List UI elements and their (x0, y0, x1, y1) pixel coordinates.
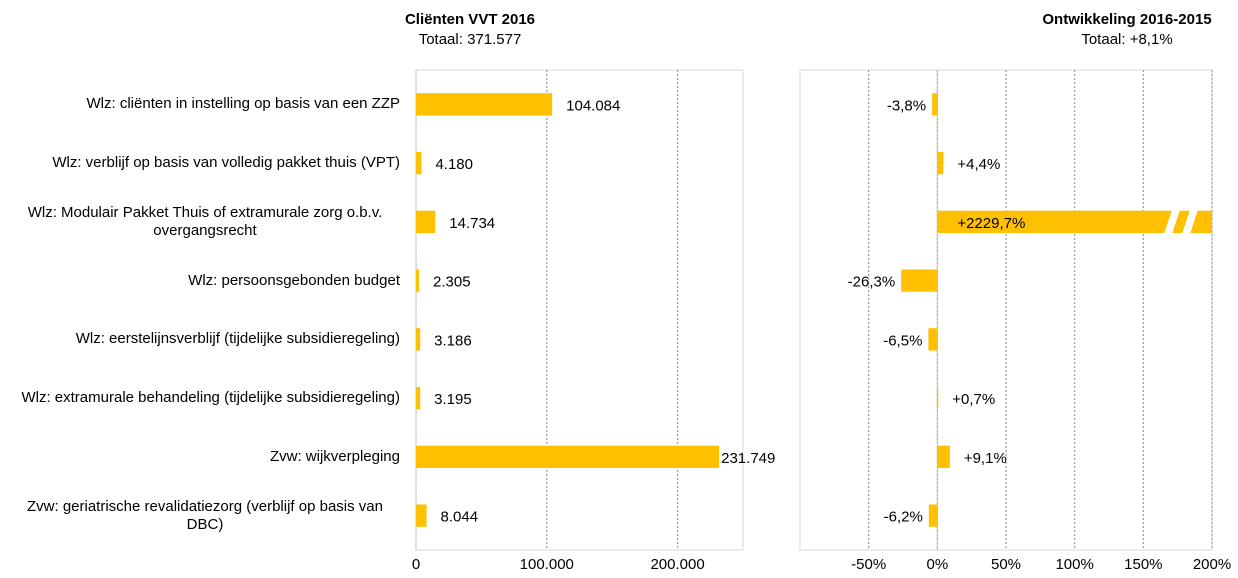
bar (932, 93, 938, 116)
bar (416, 269, 420, 292)
category-label: Wlz: extramurale behandeling (tijdelijke… (0, 389, 400, 407)
bar (416, 445, 720, 469)
bar (937, 151, 944, 175)
bar (416, 151, 422, 175)
bar (416, 210, 436, 234)
bar (928, 328, 938, 351)
value-label: -6,5% (883, 332, 922, 349)
x-tick-label: -50% (851, 556, 886, 573)
chart-subtitle: Totaal: +8,1% (1081, 31, 1172, 48)
x-tick-label: 200% (1193, 556, 1231, 573)
value-label: +9,1% (964, 450, 1007, 467)
category-label: Wlz: cliënten in instelling op basis van… (0, 95, 400, 113)
value-label: 2.305 (433, 274, 471, 291)
category-label: Wlz: eerstelijnsverblijf (tijdelijke sub… (0, 330, 400, 348)
bar (416, 504, 427, 527)
category-text: Wlz: extramurale behandeling (tijdelijke… (21, 389, 400, 407)
bar (928, 504, 938, 527)
value-label: +2229,7% (957, 215, 1025, 232)
axis-break (1164, 209, 1180, 235)
bar (901, 269, 938, 292)
chart-subtitle: Totaal: 371.577 (419, 31, 522, 48)
axis-break (1182, 209, 1198, 235)
value-label: -3,8% (887, 97, 926, 114)
x-tick-label: 0 (412, 556, 420, 573)
x-tick-label: 150% (1124, 556, 1162, 573)
bar (416, 328, 421, 351)
value-label: 3.195 (434, 391, 472, 408)
value-label: 231.749 (721, 450, 775, 467)
bar (937, 210, 1212, 234)
category-text: Zvw: wijkverpleging (269, 447, 400, 465)
category-label: Wlz: verblijf op basis van volledig pakk… (0, 154, 400, 172)
chart-title: Cliënten VVT 2016 (405, 11, 535, 28)
bar (416, 386, 421, 410)
category-label: Wlz: persoonsgebonden budget (0, 272, 400, 290)
category-text: Wlz: Modulair Pakket Thuis of extramural… (27, 203, 383, 239)
value-label: -6,2% (884, 509, 923, 526)
value-label: -26,3% (848, 274, 896, 291)
category-label: Zvw: wijkverpleging (0, 448, 400, 466)
value-label: 4.180 (435, 156, 473, 173)
category-text: Wlz: eerstelijnsverblijf (tijdelijke sub… (75, 330, 400, 348)
value-label: 3.186 (434, 332, 472, 349)
value-label: 104.084 (566, 97, 620, 114)
category-text: Wlz: cliënten in instelling op basis van… (86, 95, 400, 113)
value-label: +0,7% (952, 391, 995, 408)
value-label: +4,4% (957, 156, 1000, 173)
category-text: Wlz: verblijf op basis van volledig pakk… (52, 154, 400, 172)
value-label: 14.734 (449, 215, 495, 232)
x-tick-label: 50% (991, 556, 1021, 573)
bar (937, 445, 950, 469)
chart-title: Ontwikkeling 2016-2015 (1042, 11, 1211, 28)
x-tick-label: 200.000 (650, 556, 704, 573)
bar (937, 386, 939, 410)
category-text: Wlz: persoonsgebonden budget (188, 271, 400, 289)
value-label: 8.044 (441, 509, 479, 526)
x-tick-label: 100.000 (520, 556, 574, 573)
category-label: Zvw: geriatrische revalidatiezorg (verbl… (0, 498, 400, 534)
bar (416, 93, 553, 116)
category-label: Wlz: Modulair Pakket Thuis of extramural… (0, 204, 400, 240)
x-tick-label: 0% (926, 556, 948, 573)
category-text: Zvw: geriatrische revalidatiezorg (verbl… (27, 497, 383, 533)
plot-frame (415, 69, 744, 551)
x-tick-label: 100% (1055, 556, 1093, 573)
